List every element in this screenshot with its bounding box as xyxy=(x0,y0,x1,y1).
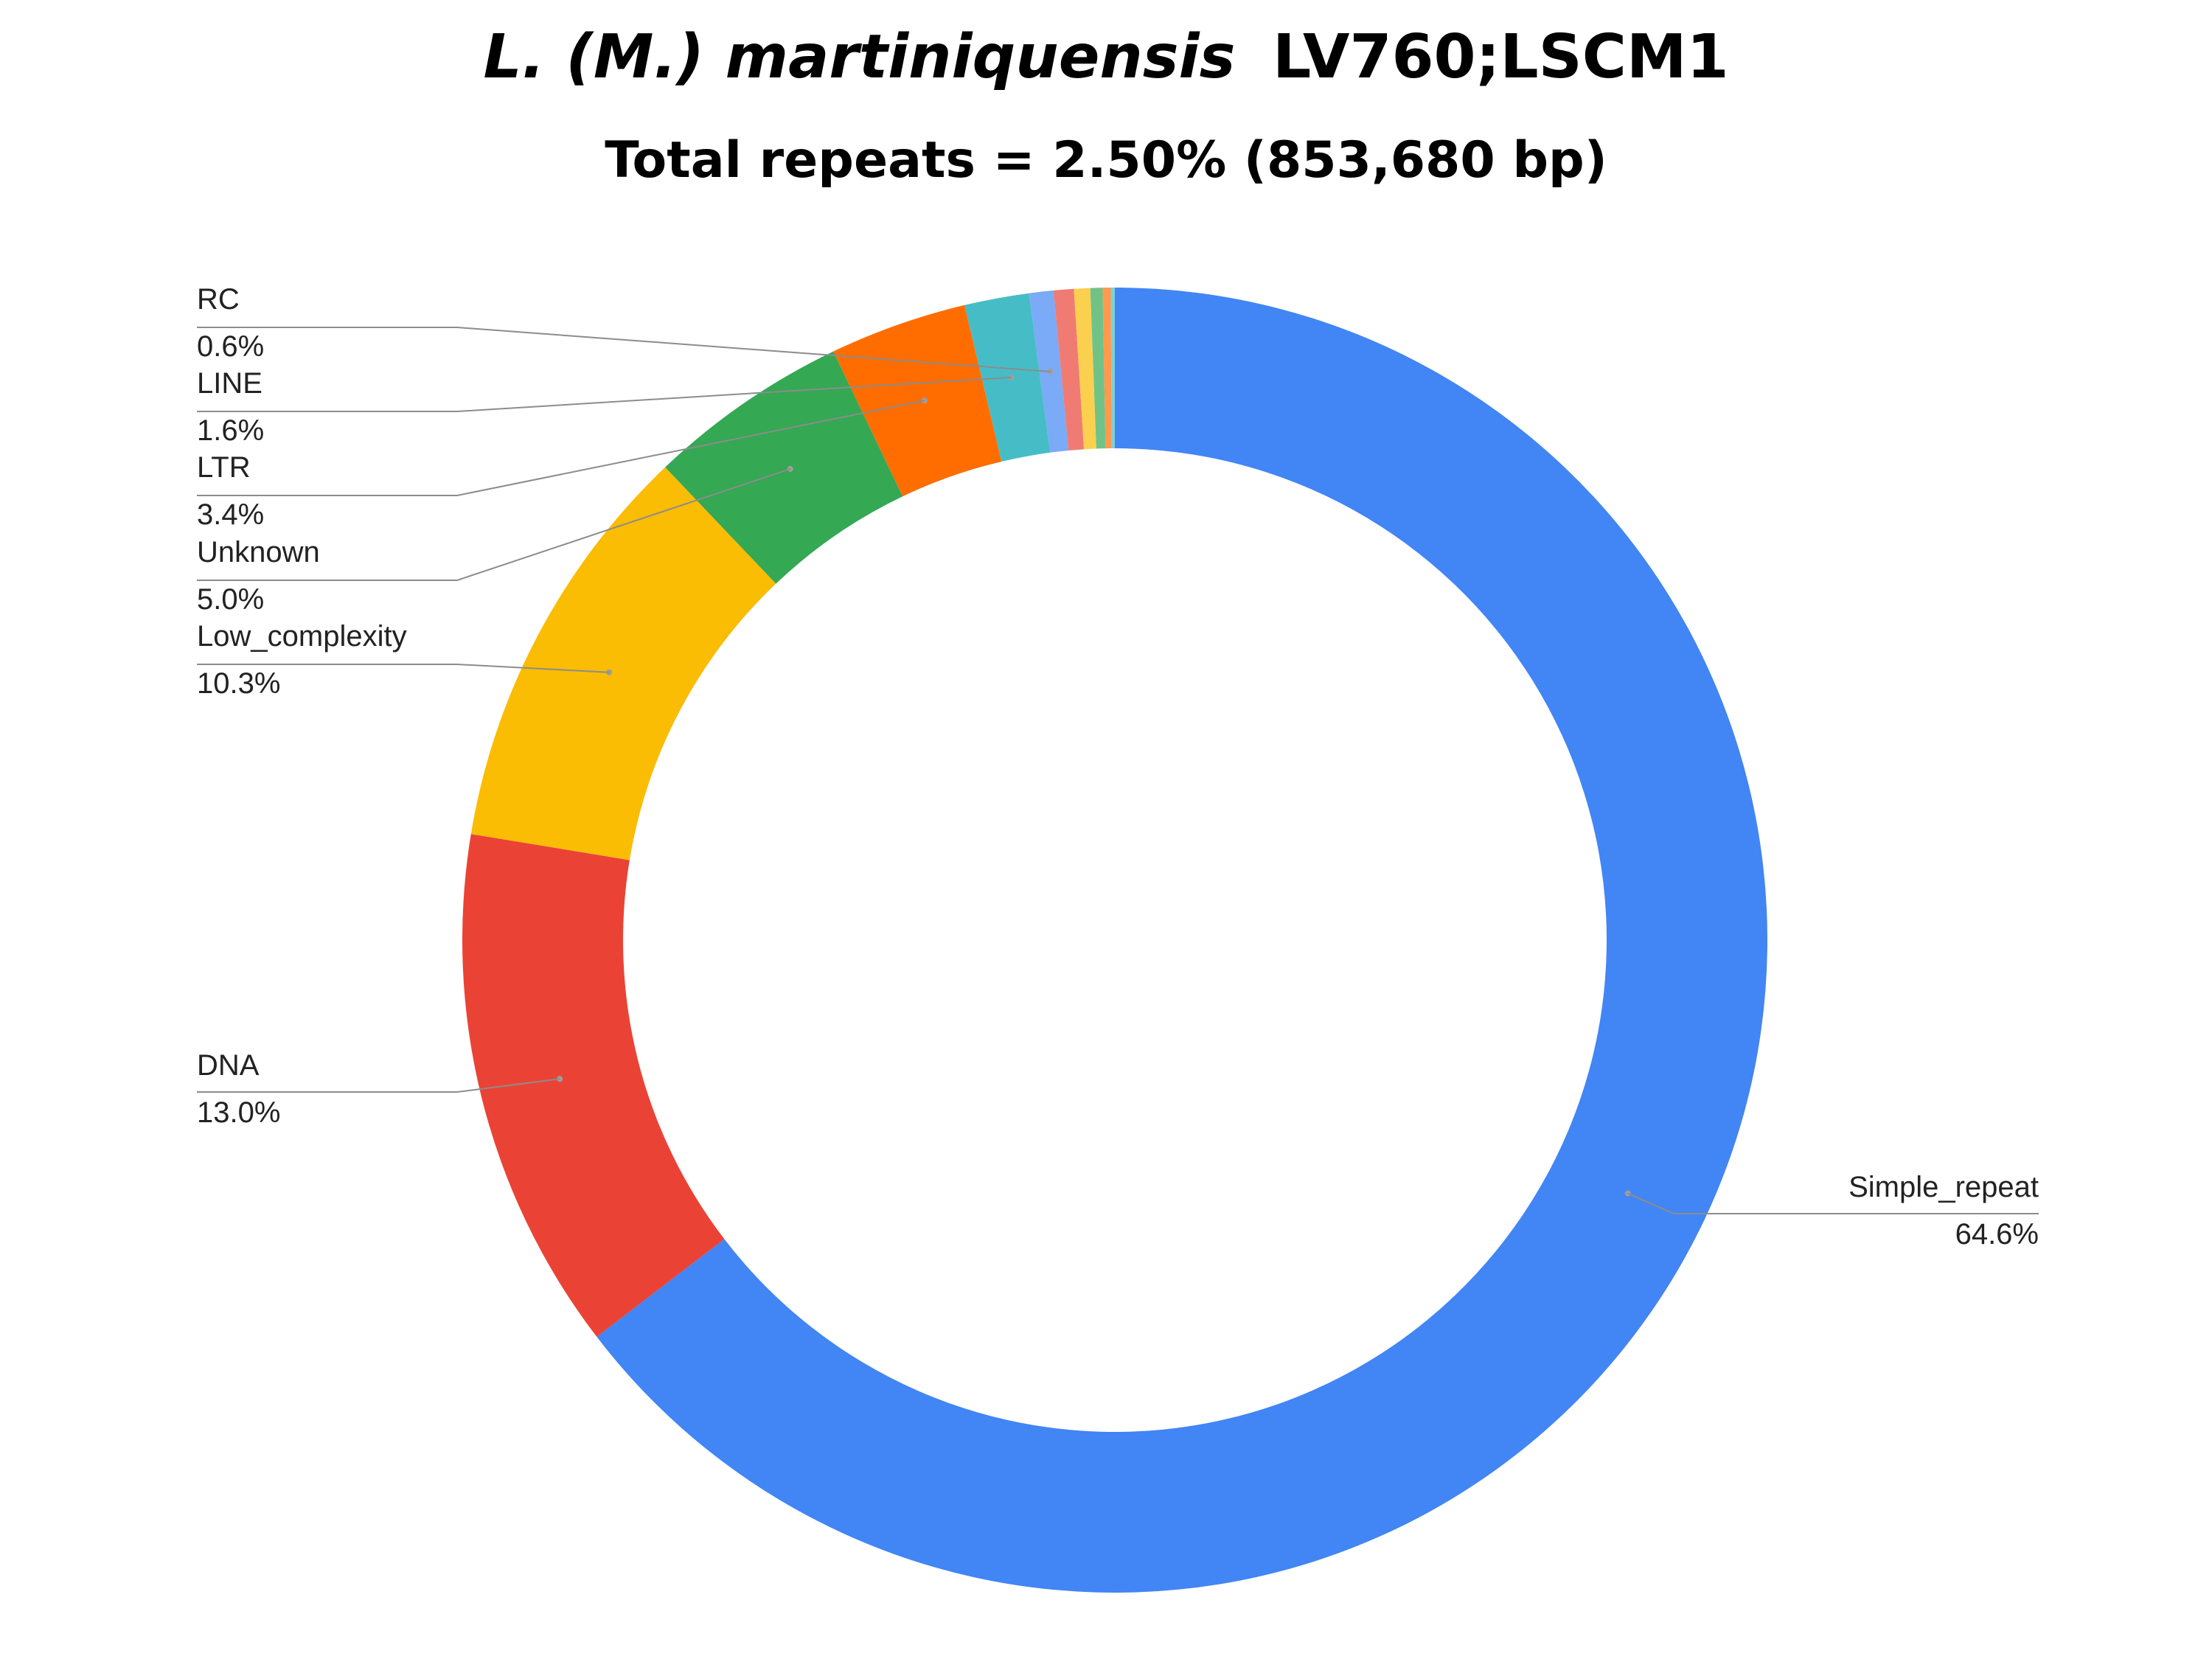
slice-value-line: 1.6% xyxy=(197,414,264,447)
slice-label-unknown: Unknown xyxy=(197,536,320,568)
slice-value-simple-repeat: 64.6% xyxy=(1955,1218,2039,1251)
slice-label-dna: DNA xyxy=(197,1049,260,1082)
chart-subtitle: Total repeats = 2.50% (853,680 bp) xyxy=(605,131,1607,189)
slice-dna xyxy=(462,834,725,1338)
slice-label-rc: RC xyxy=(197,283,240,316)
slice-unknown xyxy=(665,351,903,584)
slice-other-7 xyxy=(1053,288,1085,451)
slice-label-line: LINE xyxy=(197,367,262,400)
slice-other-9 xyxy=(1090,288,1106,449)
leader-line-rc xyxy=(197,327,1051,372)
slice-other-10 xyxy=(1102,288,1112,449)
slice-ltr xyxy=(833,305,1002,497)
slice-label-simple-repeat: Simple_repeat xyxy=(1848,1171,2039,1203)
slice-value-dna: 13.0% xyxy=(197,1096,280,1129)
slice-low-complexity xyxy=(470,467,776,860)
leader-line-low-complexity xyxy=(197,664,610,673)
slice-label-ltr: LTR xyxy=(197,451,251,484)
slice-value-ltr: 3.4% xyxy=(197,498,264,531)
leader-line-dna xyxy=(197,1078,560,1093)
leaders-layer xyxy=(197,327,2039,1214)
slice-value-low-complexity: 10.3% xyxy=(197,667,280,700)
slice-other-8 xyxy=(1074,288,1096,450)
leader-line-simple-repeat xyxy=(1627,1192,2039,1214)
leader-line-unknown xyxy=(197,467,791,581)
slice-value-unknown: 5.0% xyxy=(197,583,264,616)
labels-layer: Simple_repeat 64.6% DNA 13.0% Low_complexity… xyxy=(197,283,2039,1251)
slices-layer xyxy=(462,288,1767,1593)
leader-line-line xyxy=(197,376,1012,412)
slice-value-rc: 0.6% xyxy=(197,330,264,363)
slice-label-low-complexity: Low_complexity xyxy=(197,620,407,653)
chart-title-normal: LV760;LSCM1 xyxy=(1273,22,1729,92)
slice-other-11 xyxy=(1110,288,1115,449)
chart-title: L. (M.) martiniquensis LV760;LSCM1 xyxy=(483,22,1728,92)
leader-line-ltr xyxy=(197,400,925,496)
chart-title-italic: L. (M.) martiniquensis xyxy=(483,22,1235,92)
